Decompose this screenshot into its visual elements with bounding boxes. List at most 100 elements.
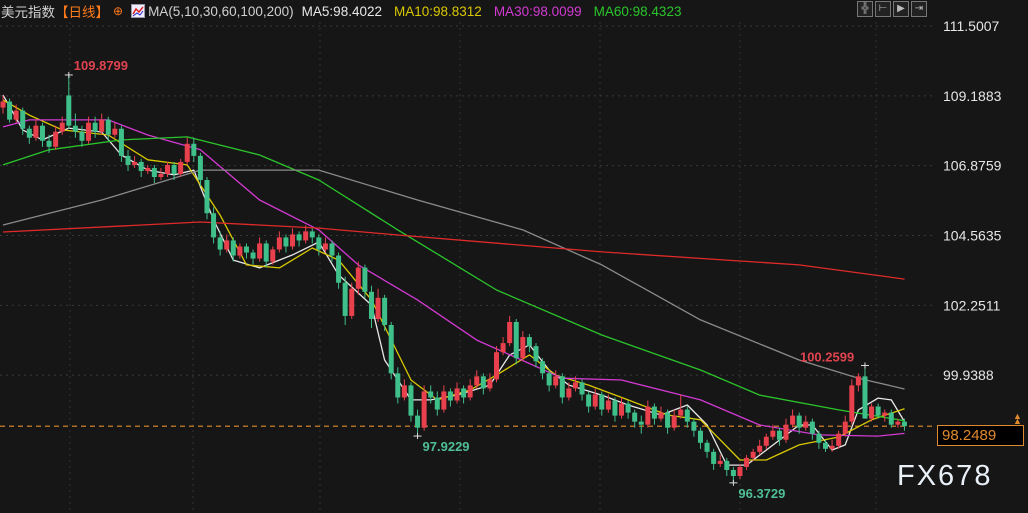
candle [125, 149, 131, 171]
candle [382, 294, 388, 332]
candle [178, 158, 184, 178]
candle-body [790, 415, 796, 425]
candle [362, 264, 368, 298]
period-selector[interactable]: 【日线】 [55, 5, 109, 20]
candle [487, 373, 493, 392]
candle [744, 454, 750, 470]
candle [447, 388, 453, 407]
candle-body [645, 406, 651, 425]
scroll-up-icon[interactable]: ▲ ▲ [1013, 411, 1022, 426]
chart-icon[interactable] [131, 4, 146, 18]
ma5-line [2, 94, 906, 466]
high-price-label: 100.2599 [800, 349, 854, 364]
crosshair-icon[interactable]: ╬ [857, 1, 873, 17]
candle-body [467, 385, 473, 398]
candle [224, 234, 230, 253]
candle [684, 406, 690, 428]
candle-body [171, 164, 177, 175]
candle-body [112, 128, 118, 135]
candle-body [434, 397, 440, 410]
candle-body [276, 237, 282, 250]
ma10-value: MA10:98.8312 [393, 3, 482, 19]
candle [862, 365, 868, 419]
candle-body [500, 343, 506, 353]
candle-body [704, 442, 710, 452]
candle [553, 370, 559, 389]
candle [895, 418, 901, 428]
candle [132, 155, 138, 168]
candle [99, 113, 105, 135]
candle-body [211, 213, 217, 238]
candle-body [309, 231, 315, 238]
y-tick-label: 106.8759 [943, 158, 1002, 174]
candle-body [619, 403, 625, 416]
candle-body [895, 421, 901, 425]
ma-settings-label[interactable]: MA(5,10,30,60,100,200) [148, 3, 294, 19]
candle-body [165, 164, 170, 175]
exit-right-icon[interactable]: ⇥ [911, 1, 927, 17]
candle-body [612, 400, 618, 416]
candle [441, 385, 447, 413]
candle-body [809, 421, 815, 434]
candle [204, 177, 210, 220]
candle [507, 315, 513, 347]
candle [461, 385, 467, 404]
candle [118, 125, 124, 162]
candle [368, 285, 374, 329]
candle [546, 370, 552, 392]
candle [796, 412, 802, 434]
circle-plus-icon[interactable]: ⊕ [113, 4, 124, 18]
candle [842, 415, 848, 437]
candle-body [888, 412, 894, 425]
candle [79, 125, 85, 147]
candle [849, 379, 855, 425]
candle-body [92, 122, 98, 132]
candle [13, 104, 19, 123]
candle [270, 246, 276, 265]
candle [290, 228, 296, 250]
candle [316, 234, 322, 256]
candle [875, 403, 881, 419]
candle-body [599, 394, 605, 410]
candle [645, 400, 651, 428]
y-tick-label: 104.5635 [943, 228, 1002, 244]
candle [158, 167, 164, 181]
zoom-range-icon[interactable]: ⊢ [875, 1, 891, 17]
candle-body [803, 421, 809, 428]
play-range-icon[interactable]: ▶ [893, 1, 909, 17]
candle [500, 337, 506, 356]
candle-body [197, 155, 203, 181]
candle-body [362, 267, 368, 292]
candle [658, 406, 664, 422]
instrument-title: 美元指数 [1, 5, 55, 20]
candle-body [526, 337, 532, 347]
candle-body [579, 382, 585, 395]
ma60-line [2, 136, 905, 422]
candle-body [592, 394, 598, 407]
candle-body [862, 376, 868, 419]
candle-body [586, 394, 592, 407]
candle-body [744, 457, 750, 467]
candle-body [697, 430, 703, 443]
candle-body [737, 466, 743, 477]
candle [408, 382, 414, 422]
candle-body [401, 385, 407, 398]
candle [625, 400, 631, 419]
candle-body [553, 376, 559, 386]
annotations: 109.8799 97.9229 96.3729 100.2599 [64, 58, 869, 501]
candle-body [632, 412, 638, 422]
candle-body [671, 415, 677, 428]
candle [59, 116, 65, 135]
candle-body [72, 125, 78, 132]
candle [191, 137, 197, 162]
candle-body [79, 131, 85, 141]
candle [145, 164, 151, 175]
ma10-line [2, 99, 905, 461]
candle [704, 439, 710, 458]
candle [355, 261, 361, 295]
candle [888, 409, 894, 428]
candle [605, 394, 611, 413]
moving-averages [2, 94, 906, 466]
candle-body [869, 406, 875, 419]
